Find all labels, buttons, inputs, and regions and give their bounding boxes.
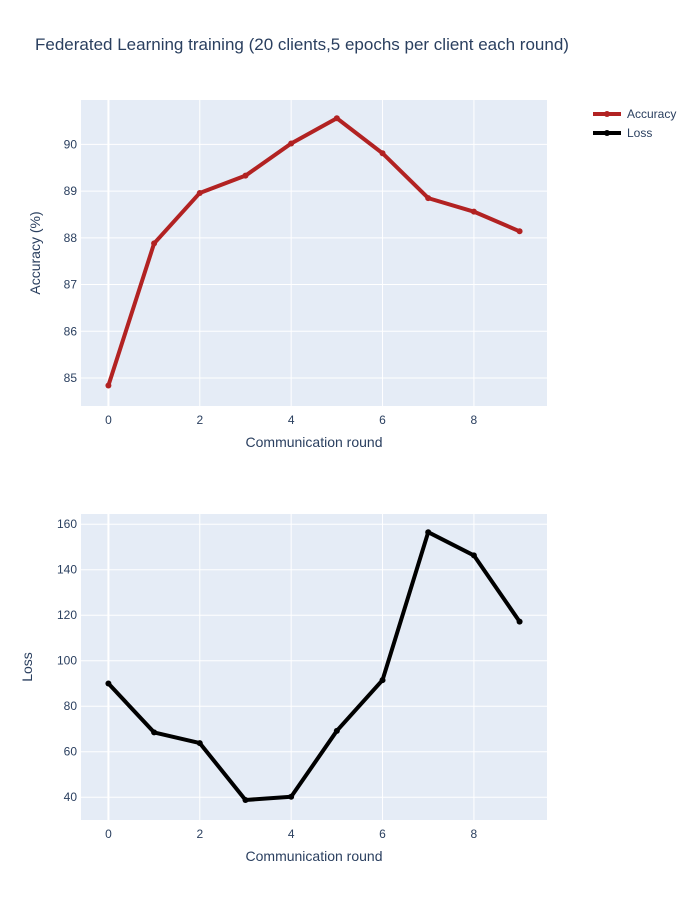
accuracy-x-tick-label: 4 bbox=[288, 413, 295, 427]
loss-y-ticks: 40 60 80 100 120 140 160 bbox=[57, 517, 77, 804]
accuracy-x-ticks: 0 2 4 6 8 bbox=[105, 413, 477, 427]
loss-y-tick-label: 140 bbox=[57, 563, 77, 577]
accuracy-y-tick-label: 86 bbox=[64, 324, 78, 338]
accuracy-x-tick-label: 6 bbox=[379, 413, 386, 427]
accuracy-data-point[interactable] bbox=[105, 382, 112, 389]
accuracy-y-tick-label: 87 bbox=[64, 278, 78, 292]
accuracy-plot-area bbox=[81, 100, 547, 406]
loss-y-tick-label: 120 bbox=[57, 608, 77, 622]
accuracy-data-point[interactable] bbox=[196, 189, 203, 196]
loss-x-tick-label: 8 bbox=[471, 827, 478, 841]
accuracy-data-point[interactable] bbox=[425, 195, 432, 202]
accuracy-x-axis-title: Communication round bbox=[246, 434, 383, 450]
loss-series-line[interactable] bbox=[106, 530, 522, 802]
accuracy-data-point[interactable] bbox=[151, 240, 158, 247]
loss-data-point[interactable] bbox=[105, 680, 112, 687]
loss-data-point[interactable] bbox=[242, 796, 249, 803]
loss-data-point[interactable] bbox=[379, 677, 386, 684]
loss-x-ticks: 0 2 4 6 8 bbox=[105, 827, 477, 841]
accuracy-y-tick-label: 88 bbox=[64, 231, 78, 245]
accuracy-data-point[interactable] bbox=[516, 228, 523, 235]
accuracy-y-tick-label: 90 bbox=[64, 137, 78, 151]
accuracy-y-axis-title: Accuracy (%) bbox=[27, 211, 43, 294]
loss-data-point[interactable] bbox=[333, 727, 340, 734]
loss-x-tick-label: 6 bbox=[379, 827, 386, 841]
accuracy-series-layer bbox=[105, 115, 523, 389]
accuracy-y-ticks: 85 86 87 88 89 90 bbox=[64, 137, 78, 385]
accuracy-data-point[interactable] bbox=[288, 140, 295, 147]
loss-data-point[interactable] bbox=[196, 740, 203, 747]
accuracy-data-point[interactable] bbox=[470, 208, 477, 215]
legend-item-accuracy[interactable]: Accuracy bbox=[593, 107, 676, 121]
accuracy-data-point[interactable] bbox=[242, 172, 249, 179]
loss-data-point[interactable] bbox=[516, 618, 523, 625]
legend-item-loss[interactable]: Loss bbox=[593, 126, 652, 140]
chart-title: Federated Learning training (20 clients,… bbox=[35, 35, 569, 54]
legend-accuracy-label: Accuracy bbox=[627, 107, 676, 121]
loss-subplot: 0 2 4 6 8 40 60 80 100 120 140 160 Communication r… bbox=[19, 514, 547, 864]
legend[interactable]: Accuracy Loss bbox=[593, 107, 676, 140]
loss-data-point[interactable] bbox=[425, 529, 432, 536]
accuracy-y-tick-label: 85 bbox=[64, 371, 78, 385]
loss-data-point[interactable] bbox=[151, 729, 158, 736]
loss-x-tick-label: 0 bbox=[105, 827, 112, 841]
loss-x-tick-label: 2 bbox=[196, 827, 203, 841]
loss-data-point[interactable] bbox=[470, 552, 477, 559]
legend-loss-label: Loss bbox=[627, 126, 652, 140]
loss-series-layer bbox=[105, 529, 523, 803]
legend-accuracy-marker bbox=[604, 111, 610, 117]
accuracy-data-point[interactable] bbox=[379, 150, 386, 157]
loss-data-point[interactable] bbox=[288, 793, 295, 800]
accuracy-series-line[interactable] bbox=[106, 116, 521, 387]
accuracy-gridlines bbox=[81, 100, 547, 406]
legend-loss-marker bbox=[604, 130, 610, 136]
loss-y-axis-title: Loss bbox=[19, 652, 35, 682]
loss-y-tick-label: 60 bbox=[64, 745, 78, 759]
accuracy-x-tick-label: 0 bbox=[105, 413, 112, 427]
loss-y-tick-label: 160 bbox=[57, 517, 77, 531]
accuracy-y-tick-label: 89 bbox=[64, 184, 78, 198]
loss-y-tick-label: 80 bbox=[64, 699, 78, 713]
loss-x-axis-title: Communication round bbox=[246, 848, 383, 864]
loss-plot-area bbox=[81, 514, 547, 820]
accuracy-x-tick-label: 8 bbox=[471, 413, 478, 427]
accuracy-data-point[interactable] bbox=[333, 115, 340, 122]
accuracy-x-tick-label: 2 bbox=[196, 413, 203, 427]
loss-y-tick-label: 40 bbox=[64, 790, 78, 804]
accuracy-subplot: 0 2 4 6 8 85 86 87 88 89 90 Communication round A… bbox=[27, 100, 547, 450]
loss-gridlines bbox=[81, 514, 547, 820]
loss-y-tick-label: 100 bbox=[57, 654, 77, 668]
loss-x-tick-label: 4 bbox=[288, 827, 295, 841]
